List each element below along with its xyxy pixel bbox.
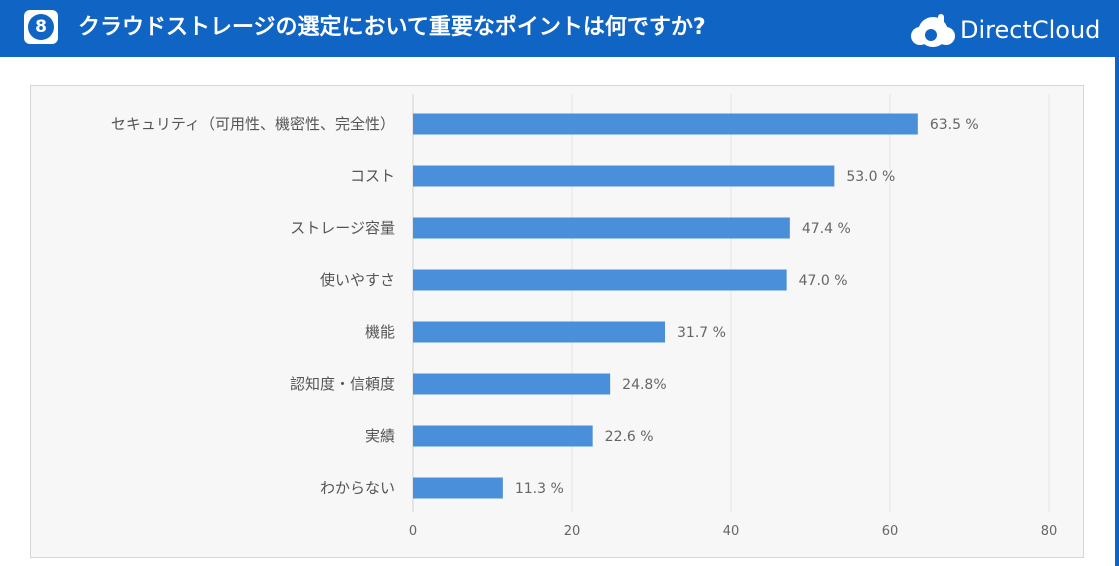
page-title: クラウドストレージの選定において重要なポイントは何ですか?: [78, 15, 706, 40]
x-tick-label: 0: [409, 524, 417, 539]
logo-text: DirectCloud: [960, 16, 1101, 44]
bar: [413, 477, 503, 499]
bar-chart: 0 20 40 60 80 セキュリティ（可用性、機密性、完全性） 63.5 % コスト 53.…: [111, 94, 1058, 539]
directcloud-logo: DirectCloud: [910, 10, 1106, 50]
category-label: 実績: [365, 427, 395, 445]
cloud-logo-icon: [911, 14, 955, 47]
data-label: 53.0 %: [846, 169, 895, 185]
category-label: 機能: [365, 323, 395, 341]
data-label: 63.5 %: [930, 117, 979, 133]
data-label: 47.0 %: [799, 273, 848, 289]
data-label: 11.3 %: [515, 481, 564, 497]
x-tick-label: 60: [882, 524, 899, 539]
data-label: 31.7 %: [677, 325, 726, 341]
chart-panel: 0 20 40 60 80 セキュリティ（可用性、機密性、完全性） 63.5 % コスト 53.…: [30, 85, 1084, 558]
bar: [413, 373, 611, 395]
category-label: わからない: [320, 479, 395, 497]
bar: [413, 165, 835, 187]
x-tick-label: 20: [564, 524, 581, 539]
bar: [413, 113, 918, 135]
bar: [413, 321, 666, 343]
category-label: ストレージ容量: [290, 219, 395, 237]
category-label: セキュリティ（可用性、機密性、完全性）: [111, 115, 395, 133]
data-label: 22.6 %: [605, 429, 654, 445]
frame-border: [1115, 57, 1119, 566]
bar: [413, 269, 787, 291]
category-label: コスト: [350, 167, 395, 185]
category-label: 使いやすさ: [320, 271, 395, 289]
question-number: 8: [28, 14, 54, 40]
bar: [413, 217, 790, 239]
x-tick-label: 40: [723, 524, 740, 539]
header-bar: 8 クラウドストレージの選定において重要なポイントは何ですか? DirectCl…: [0, 0, 1119, 57]
category-label: 認知度・信頼度: [290, 375, 395, 393]
bar: [413, 425, 593, 447]
data-label: 24.8%: [622, 377, 666, 393]
data-label: 47.4 %: [802, 221, 851, 237]
x-tick-label: 80: [1041, 524, 1058, 539]
question-number-badge: 8: [24, 10, 58, 44]
